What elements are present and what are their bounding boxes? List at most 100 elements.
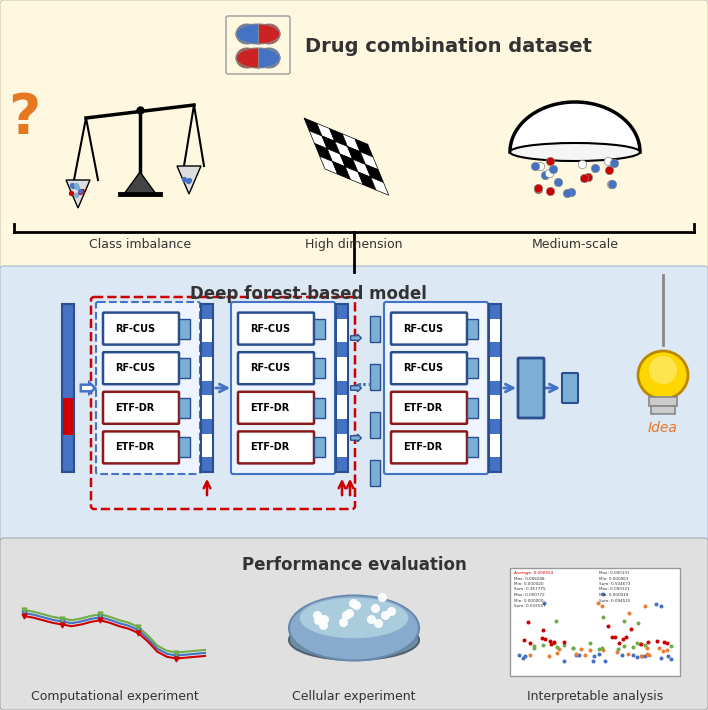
Point <box>573 649 585 660</box>
Point <box>584 638 595 649</box>
Point <box>610 631 621 643</box>
Bar <box>202 434 212 457</box>
Point <box>548 637 559 648</box>
Bar <box>337 357 347 381</box>
Bar <box>202 357 212 381</box>
Text: Class imbalance: Class imbalance <box>89 238 191 251</box>
Text: Min: 0.000063: Min: 0.000063 <box>599 577 629 581</box>
Bar <box>336 304 348 472</box>
Text: RF-CUS: RF-CUS <box>250 364 290 373</box>
Ellipse shape <box>236 48 258 68</box>
Polygon shape <box>360 152 378 170</box>
Bar <box>370 364 380 390</box>
Polygon shape <box>322 136 340 154</box>
Point <box>665 653 676 665</box>
Text: Min: 0.000000: Min: 0.000000 <box>514 599 544 603</box>
FancyBboxPatch shape <box>518 358 544 418</box>
Bar <box>179 359 190 378</box>
Point <box>651 635 662 647</box>
Point <box>661 637 673 648</box>
Point <box>661 644 673 655</box>
Point <box>657 645 668 656</box>
Point <box>656 600 667 611</box>
Point <box>529 643 540 654</box>
Polygon shape <box>316 124 335 141</box>
Point <box>523 616 534 628</box>
Text: Min: 0.000020: Min: 0.000020 <box>514 582 544 586</box>
FancyArrow shape <box>81 383 95 393</box>
Point <box>640 640 651 651</box>
Point <box>538 598 549 609</box>
Point <box>544 635 556 647</box>
Point <box>634 638 646 649</box>
Bar <box>247 48 258 68</box>
Text: Deep forest-based model: Deep forest-based model <box>190 285 426 303</box>
Point <box>635 638 646 649</box>
Bar <box>337 395 347 419</box>
Text: RF-CUS: RF-CUS <box>403 324 443 334</box>
Text: ETF-DR: ETF-DR <box>251 442 290 452</box>
Text: Min: 0.000019: Min: 0.000019 <box>599 593 629 597</box>
Point <box>653 643 665 654</box>
Point <box>658 636 670 648</box>
FancyBboxPatch shape <box>391 352 467 384</box>
Polygon shape <box>340 154 358 172</box>
Point <box>539 633 551 645</box>
Ellipse shape <box>236 24 258 44</box>
Point <box>597 645 608 656</box>
Polygon shape <box>320 156 338 174</box>
Bar <box>467 437 478 457</box>
Polygon shape <box>177 166 201 194</box>
Text: ETF-DR: ETF-DR <box>251 403 290 413</box>
Polygon shape <box>358 172 376 190</box>
Text: Max: 0.000131: Max: 0.000131 <box>599 571 629 575</box>
Text: Cellular experiment: Cellular experiment <box>292 690 416 703</box>
Polygon shape <box>314 143 333 161</box>
Point <box>593 643 605 655</box>
Text: High dimension: High dimension <box>305 238 403 251</box>
Text: Performance evaluation: Performance evaluation <box>241 556 467 574</box>
FancyBboxPatch shape <box>96 302 200 474</box>
Point <box>641 648 652 660</box>
Point <box>636 650 648 662</box>
Bar <box>62 304 74 472</box>
Bar <box>314 437 325 457</box>
Bar <box>179 319 190 339</box>
Text: Max: 0.000121: Max: 0.000121 <box>599 587 629 591</box>
Point <box>625 623 636 634</box>
Text: Sum: 0.094515: Sum: 0.094515 <box>599 599 630 603</box>
Bar <box>490 434 500 457</box>
Point <box>528 640 539 652</box>
Bar <box>467 359 478 378</box>
FancyBboxPatch shape <box>238 352 314 384</box>
Bar <box>179 437 190 457</box>
Text: ?: ? <box>8 91 40 145</box>
Point <box>559 640 570 651</box>
Polygon shape <box>309 131 327 149</box>
Point <box>611 646 622 657</box>
Point <box>651 598 662 609</box>
Text: RF-CUS: RF-CUS <box>115 364 155 373</box>
Point <box>627 649 639 660</box>
Text: Medium-scale: Medium-scale <box>532 238 619 251</box>
Bar <box>651 406 675 414</box>
Polygon shape <box>355 139 373 157</box>
Point <box>588 655 599 666</box>
FancyBboxPatch shape <box>238 392 314 424</box>
Polygon shape <box>342 133 360 152</box>
Point <box>513 649 525 660</box>
Text: Sum: 0.032557: Sum: 0.032557 <box>514 604 546 608</box>
Point <box>622 648 634 659</box>
Ellipse shape <box>299 597 409 639</box>
Point <box>632 618 644 629</box>
Point <box>631 652 642 663</box>
Bar <box>370 316 380 342</box>
FancyBboxPatch shape <box>562 373 578 403</box>
Point <box>666 640 677 652</box>
Bar <box>247 24 258 44</box>
FancyBboxPatch shape <box>103 312 179 344</box>
Point <box>552 642 563 653</box>
Point <box>536 632 547 643</box>
Point <box>617 633 629 644</box>
Bar <box>202 319 212 342</box>
